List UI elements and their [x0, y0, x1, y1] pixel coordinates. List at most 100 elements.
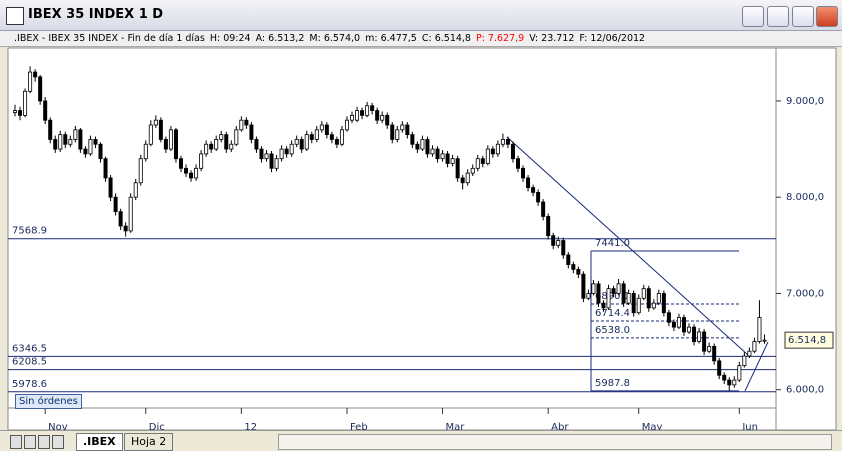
candle-body	[722, 374, 727, 381]
candle-body	[284, 148, 289, 155]
candle-body	[712, 345, 717, 362]
candle-body	[58, 134, 63, 150]
candle-body	[546, 216, 551, 237]
candle-body	[420, 139, 425, 150]
fib-label: 6714.4	[595, 308, 630, 319]
candle-body	[732, 379, 737, 386]
minimize-button[interactable]	[742, 6, 764, 27]
candle-body	[636, 297, 641, 314]
candle-body	[385, 114, 390, 126]
candle-body	[445, 153, 450, 164]
candle-body	[279, 148, 284, 160]
candle-body	[23, 90, 28, 116]
candle-body	[551, 235, 556, 246]
support-label: 6208.5	[12, 357, 47, 368]
candle-body	[531, 187, 536, 193]
candle-body	[219, 134, 224, 140]
orders-button[interactable]: Sin órdenes	[15, 394, 82, 409]
candle-body	[410, 134, 415, 145]
candle-body	[596, 283, 601, 304]
candle-body	[128, 196, 133, 232]
x-tick-label: Jun	[741, 422, 758, 433]
candle-body	[234, 129, 239, 145]
support-label: 7568.9	[12, 226, 47, 237]
candle-body	[93, 139, 98, 145]
scrollbar[interactable]	[278, 434, 832, 450]
candle-body	[390, 124, 395, 140]
candle-body	[334, 139, 339, 145]
candle-body	[78, 129, 83, 150]
sheet-bar: .IBEX Hoja 2	[0, 430, 842, 451]
candle-body	[350, 114, 355, 121]
candle-body	[495, 143, 500, 155]
candle-body	[33, 71, 38, 78]
candle-body	[254, 139, 259, 150]
fib-label: 6538.0	[595, 325, 630, 336]
candle-body	[581, 273, 586, 299]
candle-body	[153, 119, 158, 126]
candle-body	[425, 139, 430, 155]
candle-body	[360, 110, 365, 116]
candle-body	[465, 172, 470, 184]
maximize-button[interactable]	[792, 6, 814, 27]
candle-body	[239, 119, 244, 131]
last-sheet-button[interactable]	[52, 435, 64, 449]
candle-body	[430, 148, 435, 155]
candle-body	[671, 321, 676, 328]
x-tick-label: Feb	[350, 422, 368, 433]
first-sheet-button[interactable]	[10, 435, 22, 449]
candle-body	[43, 100, 48, 121]
restore-button[interactable]	[767, 6, 789, 27]
candle-body	[365, 105, 370, 116]
prev-sheet-button[interactable]	[24, 435, 36, 449]
last-price-label: 6.514,8	[788, 335, 826, 346]
close-button[interactable]	[816, 6, 838, 27]
candle-body	[249, 124, 254, 140]
candle-body	[88, 139, 93, 155]
info-item: A: 6.513,2	[255, 33, 305, 44]
candle-body	[681, 317, 686, 333]
candle-body	[747, 350, 752, 357]
trend-line	[506, 136, 749, 356]
sheet-tab[interactable]: Hoja 2	[124, 433, 174, 451]
candle-body	[259, 148, 264, 160]
candle-body	[707, 345, 712, 352]
candle-body	[304, 134, 309, 150]
candle-body	[631, 293, 636, 314]
candle-body	[737, 365, 742, 381]
candle-body	[204, 143, 209, 155]
candle-body	[53, 139, 58, 150]
candle-body	[606, 288, 611, 309]
candle-body	[18, 110, 23, 116]
candle-body	[591, 283, 596, 294]
next-sheet-button[interactable]	[38, 435, 50, 449]
candle-body	[329, 134, 334, 140]
candle-body	[189, 172, 194, 179]
candle-body	[646, 288, 651, 309]
candle-body	[475, 158, 480, 169]
fib-label: 5987.8	[595, 378, 630, 389]
candle-body	[375, 110, 380, 121]
candle-body	[12, 110, 17, 113]
info-item: F: 12/06/2012	[579, 33, 646, 44]
candle-body	[757, 317, 762, 342]
x-tick-label: Dic	[149, 422, 165, 433]
candle-body	[510, 143, 515, 160]
candle-body	[224, 134, 229, 150]
candle-body	[566, 254, 571, 265]
candle-body	[168, 129, 173, 150]
candle-body	[118, 211, 123, 227]
candle-body	[123, 225, 128, 232]
candle-body	[656, 293, 661, 304]
info-item: C: 6.514,8	[421, 33, 471, 44]
candle-body	[148, 124, 153, 145]
candle-body	[697, 331, 702, 342]
candle-body	[143, 143, 148, 160]
window-title: IBEX 35 INDEX 1 D	[28, 7, 164, 22]
info-item: .IBEX - IBEX 35 INDEX - Fin de día 1 día…	[14, 33, 205, 44]
candle-body	[526, 177, 531, 188]
y-tick-label: 7.000,0	[786, 288, 824, 299]
sheet-tab[interactable]: .IBEX	[76, 433, 123, 451]
candle-body	[98, 143, 103, 160]
